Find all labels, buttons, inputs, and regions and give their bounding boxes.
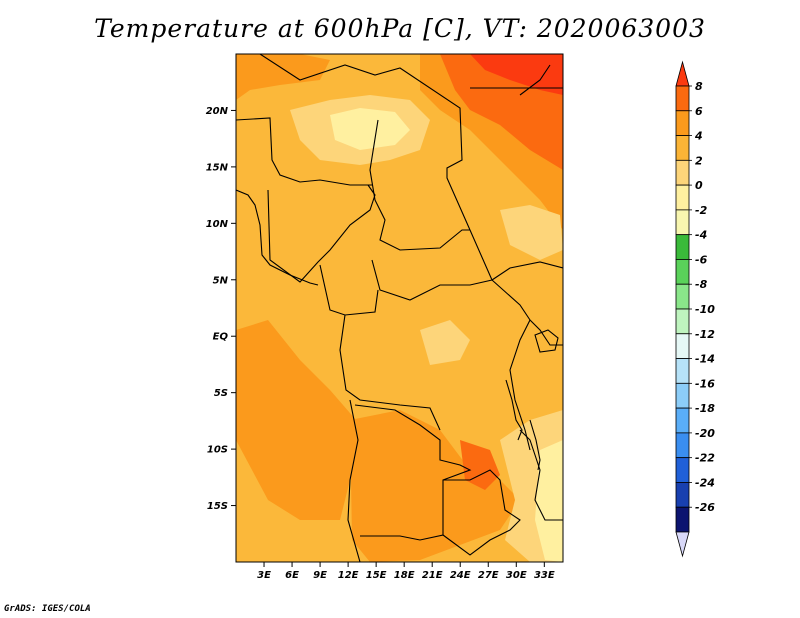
map-title: Temperature at 600hPa [C], VT: 202006300… [94,14,706,43]
colorbar-box [675,135,690,161]
field-cool-east [500,205,563,260]
border-coast-south [347,399,361,562]
colorbar-label: 8 [695,80,703,93]
colorbar-box [675,308,690,335]
lat-label: 15S [207,501,228,512]
colorbar-box [675,457,690,483]
colorbar-label: -16 [695,377,715,390]
field-hot-south [460,440,500,490]
lon-label: 24E [450,570,471,581]
border-zambia [442,469,521,556]
lon-label: 6E [285,570,299,581]
colorbar-box [675,382,690,409]
colorbar-label: -26 [695,501,715,514]
colorbar-label: -22 [695,452,715,465]
field-hottest-northeast [470,54,563,95]
colorbar-box [675,482,690,508]
colorbar-box [675,234,690,260]
colorbar-box [675,506,690,533]
lat-label: 15N [206,162,229,173]
colorbar-box [675,85,690,112]
colorbar-label: -24 [695,476,715,489]
colorbar-label: 4 [694,130,703,143]
colorbar-label: -8 [695,278,708,291]
lon-label: 21E [422,570,443,581]
field-warm-north [236,54,330,100]
lat-label: 10N [206,219,229,230]
colorbar-box [675,110,690,136]
colorbar-box [675,333,690,359]
border-drc-east [491,279,531,451]
coast-red-sea [519,64,551,96]
map-frame [235,53,564,563]
border-congo [339,314,441,431]
lake-malawi [529,419,541,471]
colorbar-box [675,159,690,186]
lon-label: 9E [313,570,327,581]
colorbar-label: -12 [695,328,715,341]
lat-label: 5S [214,388,228,399]
colorbar-box [675,358,690,384]
colorbar-label: -18 [695,402,715,415]
lat-label: EQ [213,332,229,343]
field-cool-congo [420,320,470,365]
lat-label: 20N [206,106,229,117]
lat-label: 5N [213,275,229,286]
colorbar-label: 0 [695,179,703,192]
border-chad-sudan [369,119,470,251]
colorbar-box [675,184,690,211]
colorbar-box [675,209,690,236]
colorbar-label: 6 [695,105,703,118]
lake-victoria [534,329,559,353]
lon-label: 18E [394,570,415,581]
colorbar-label: -2 [695,204,708,217]
colorbar: 8 6 4 2 0 -2 -4 -6 -8 -10 -12 -14 -16 -18 -20 -22 -24 -26 [675,60,715,558]
lon-label: 3E [257,570,271,581]
lon-label: 33E [534,570,555,581]
lon-label: 27E [478,570,499,581]
colorbar-box [675,259,690,285]
border-east-africa [491,261,563,281]
lat-label: 10S [207,445,228,456]
colorbar-label: 2 [695,154,703,167]
colorbar-box [675,432,690,459]
colorbar-bottom-arrow [675,531,690,558]
field-coolest-southeast [535,440,563,562]
border-west-africa [236,117,372,186]
border-angola [354,404,472,541]
colorbar-label: -14 [695,353,715,366]
border-nigeria [267,184,376,283]
grads-credit: GrADS: IGES/COLA [4,604,91,614]
lon-label: 12E [338,570,359,581]
colorbar-label: -10 [695,303,715,316]
colorbar-top-arrow [675,60,690,87]
field-cool-sahel-core [330,108,410,150]
lon-label: 30E [506,570,527,581]
colorbar-box [675,407,690,434]
colorbar-label: -20 [695,427,715,440]
colorbar-box [675,283,690,310]
border-west-coast [236,189,319,286]
colorbar-label: -6 [695,253,708,266]
latitude-axis: 20N 15N 10N 5N EQ 5S 10S 15S [206,106,236,512]
border-mozambique [519,429,563,521]
border-sahara-north [259,54,471,231]
temperature-field [236,54,563,562]
lake-tanganyika [505,379,523,441]
lon-label: 15E [366,570,387,581]
country-borders [236,54,563,562]
colorbar-label: -4 [695,229,707,242]
longitude-axis: 3E 6E 9E 12E 15E 18E 21E 24E 27E 30E 33E [257,562,555,581]
field-warm-west [236,320,356,520]
field-warm-southwest [350,410,520,562]
